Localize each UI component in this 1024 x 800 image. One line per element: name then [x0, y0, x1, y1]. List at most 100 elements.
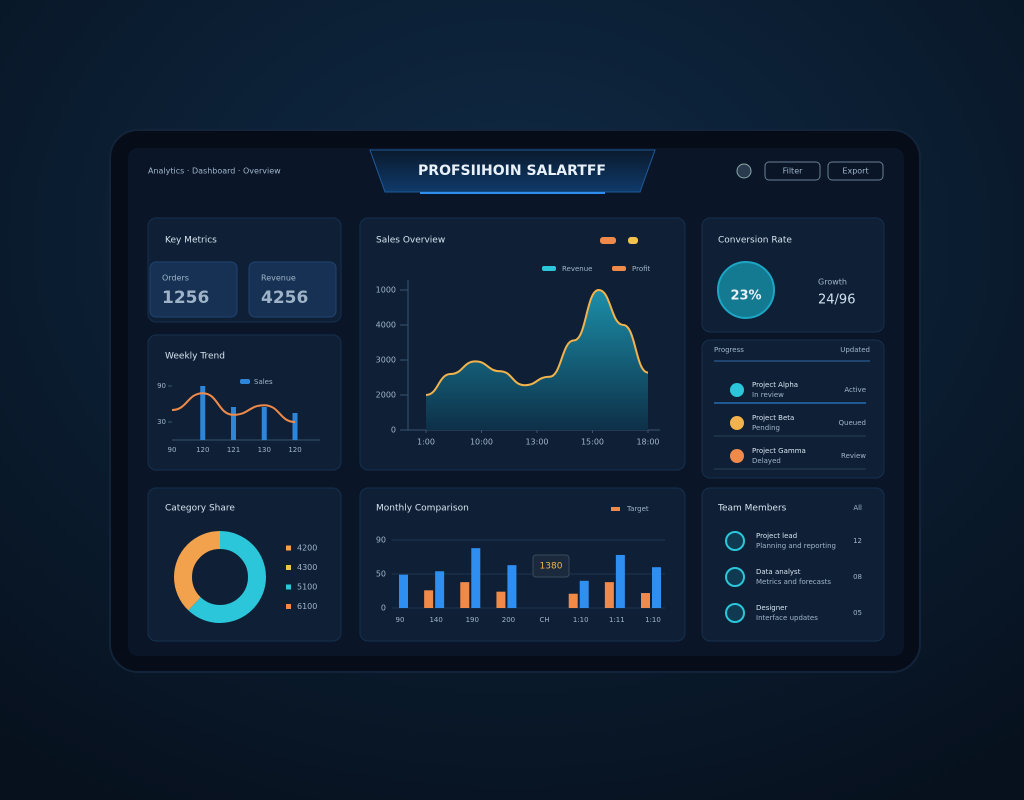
task-detail: Pending	[752, 424, 780, 432]
task-meta: Review	[841, 452, 866, 460]
task-name: Project Gamma	[752, 447, 806, 455]
panel-status: Updated	[840, 346, 870, 354]
breadcrumb: Analytics · Dashboard · Overview	[148, 167, 281, 176]
stat-value: 1256	[162, 288, 209, 308]
bar	[615, 554, 625, 608]
task-icon	[730, 449, 744, 463]
gauge-ratio: 24/96	[818, 293, 855, 308]
bar	[399, 574, 408, 608]
member-detail: Planning and reporting	[756, 542, 836, 550]
panel-title: Monthly Comparison	[376, 504, 469, 514]
legend-label: Sales	[254, 378, 273, 386]
y-tick-label: 4000	[376, 321, 396, 330]
member-meta: 12	[853, 537, 862, 545]
y-tick-label: 90	[376, 536, 386, 545]
bar	[261, 407, 267, 440]
trend-line	[171, 392, 296, 423]
x-tick-label: 18:00	[636, 438, 659, 447]
legend-swatch	[240, 379, 250, 384]
stat-value: 4256	[261, 288, 308, 308]
bar	[200, 386, 206, 440]
panel-title: Team Members	[717, 504, 787, 514]
task-name: Project Beta	[752, 414, 794, 422]
x-tick-label: 130	[258, 446, 271, 454]
x-tick-label: 15:00	[581, 438, 604, 447]
header-button-label[interactable]: Export	[842, 167, 868, 176]
x-tick-label: CH	[539, 616, 549, 624]
avatar	[725, 603, 745, 623]
donut-segment	[174, 531, 266, 623]
member-name: Designer	[756, 604, 787, 612]
legend-swatch	[286, 604, 291, 609]
gauge-label: Growth	[818, 278, 847, 287]
y-tick-label: 30	[157, 418, 166, 426]
bar	[471, 548, 481, 608]
y-tick-label: 90	[157, 382, 166, 390]
member-name: Data analyst	[756, 568, 801, 576]
page-title: PROFSIIHOIN SALARTFF	[418, 163, 606, 179]
x-tick-label: 121	[227, 446, 240, 454]
bar	[496, 591, 506, 608]
legend-label: 5100	[297, 583, 317, 592]
bar	[579, 580, 589, 608]
x-tick-label: 120	[288, 446, 301, 454]
avatar	[725, 531, 745, 551]
stat-card	[248, 261, 337, 318]
panel-title: Sales Overview	[376, 236, 445, 246]
bar	[568, 593, 578, 608]
x-tick-label: 120	[196, 446, 209, 454]
x-tick-label: 140	[429, 616, 442, 624]
header-button[interactable]	[827, 161, 884, 181]
stat-card	[149, 261, 238, 318]
y-tick-label: 1000	[376, 286, 396, 295]
member-meta: 05	[853, 609, 862, 617]
legend-swatch	[286, 545, 291, 551]
panel-title: Key Metrics	[165, 236, 217, 246]
panel-title: Conversion Rate	[718, 236, 792, 246]
panel-title: Progress	[714, 346, 744, 354]
tooltip	[532, 554, 570, 578]
bar	[435, 571, 445, 608]
stat-label: Revenue	[261, 274, 296, 283]
legend-swatch	[542, 266, 556, 271]
task-meta: Queued	[839, 419, 866, 427]
y-tick-label: 2000	[376, 391, 396, 400]
x-tick-label: 1:00	[417, 438, 435, 447]
legend-label: 4300	[297, 563, 317, 572]
task-icon	[730, 416, 744, 430]
settings-icon[interactable]	[736, 163, 752, 179]
panel	[701, 487, 885, 642]
bar	[460, 582, 470, 608]
y-tick-label: 50	[376, 570, 386, 579]
panel-title: Weekly Trend	[165, 352, 225, 362]
panel	[359, 217, 686, 471]
bar	[652, 567, 661, 608]
x-tick-label: 200	[502, 616, 515, 624]
legend-swatch	[612, 266, 626, 271]
legend-label: 4200	[297, 544, 317, 553]
legend-swatch	[286, 584, 291, 590]
legend-swatch	[611, 507, 620, 511]
title-banner	[369, 149, 656, 193]
bar	[507, 565, 517, 608]
toggle[interactable]	[628, 237, 638, 244]
y-tick-label: 3000	[376, 356, 396, 365]
gauge-circle	[717, 261, 775, 319]
task-meta: Active	[844, 386, 866, 394]
task-name: Project Alpha	[752, 381, 798, 389]
legend-swatch	[286, 565, 291, 570]
bar	[604, 582, 614, 608]
x-tick-label: 90	[168, 446, 177, 454]
legend-label: Profit	[632, 265, 651, 273]
task-detail: In review	[752, 391, 784, 399]
bar	[292, 413, 298, 440]
task-detail: Delayed	[752, 457, 781, 465]
header-button[interactable]	[764, 161, 821, 181]
legend-label: Revenue	[562, 265, 593, 273]
header-button-label[interactable]: Filter	[783, 167, 804, 176]
toggle[interactable]	[600, 237, 616, 244]
bar	[641, 593, 650, 608]
member-detail: Interface updates	[756, 614, 818, 622]
